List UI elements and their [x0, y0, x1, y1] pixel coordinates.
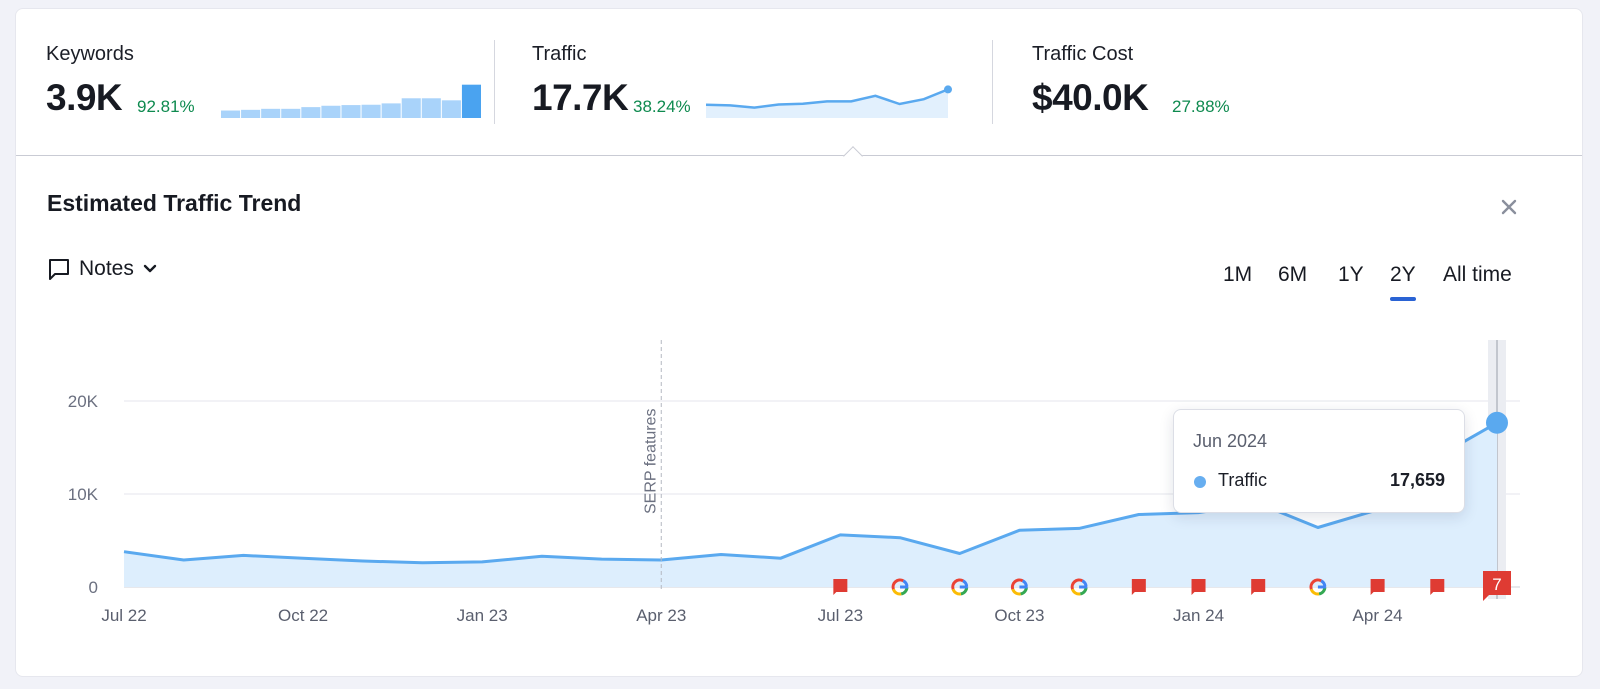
- traffic-cost-label: Traffic Cost: [1032, 43, 1134, 65]
- y-tick-label: 20K: [68, 392, 99, 411]
- keywords-metric[interactable]: Keywords 3.9K 92.81%: [46, 9, 496, 156]
- traffic-sparkline-end-dot: [944, 85, 952, 94]
- traffic-trend-chart: 0 10K 20K SERP features Jul 22 Oct 22 Jan 23 Ap…: [68, 340, 1520, 625]
- keywords-sparkline-bar: [341, 105, 361, 118]
- y-tick-label: 10K: [68, 485, 99, 504]
- note-marker-icon: [1370, 579, 1385, 595]
- keywords-sparkline-bar: [301, 107, 321, 118]
- traffic-delta: 38.24%: [633, 97, 691, 116]
- chart-tooltip: Jun 2024 Traffic 17,659: [1173, 409, 1465, 513]
- google-update-icon: [1010, 578, 1028, 596]
- range-tab-6m[interactable]: 6M: [1278, 263, 1308, 286]
- x-tick-label: Jan 24: [1173, 606, 1224, 625]
- note-marker-icon: [833, 579, 848, 595]
- traffic-metric[interactable]: Traffic 17.7K 38.24%: [532, 9, 992, 156]
- keywords-sparkline-bar: [261, 108, 281, 118]
- range-tab-2y[interactable]: 2Y: [1390, 263, 1416, 301]
- traffic-point-highlighted: [1486, 411, 1508, 434]
- note-marker-icon: [1191, 579, 1206, 595]
- google-update-icon: [1309, 578, 1327, 596]
- notes-label: Notes: [79, 257, 134, 280]
- traffic-sparkline-line: [706, 88, 949, 109]
- metric-divider: [992, 40, 993, 124]
- note-count-label: 7: [1492, 575, 1501, 594]
- google-update-icon: [951, 578, 969, 596]
- annotation-label: SERP features: [642, 408, 659, 514]
- keywords-value: 3.9K: [46, 77, 123, 118]
- traffic-sparkline: [706, 85, 952, 118]
- keywords-sparkline-bar: [381, 103, 401, 118]
- traffic-cost-metric[interactable]: Traffic Cost $40.0K 27.88%: [1032, 9, 1432, 156]
- x-tick-label: Jan 23: [457, 606, 508, 625]
- x-tick-label: Oct 23: [994, 606, 1044, 625]
- note-marker-icon: [1251, 579, 1266, 595]
- note-icon: [49, 259, 69, 280]
- metrics-row: Keywords 3.9K 92.81% Traffic 17.7K 38.24…: [16, 9, 1582, 156]
- x-tick-label: Jul 23: [818, 606, 863, 625]
- date-range-tabs: 1M 6M 1Y 2Y All time: [16, 263, 1582, 303]
- traffic-sparkline-area: [706, 89, 948, 118]
- range-tab-1m[interactable]: 1M: [1223, 263, 1253, 286]
- tooltip-series-label: Traffic: [1218, 470, 1268, 490]
- keywords-sparkline-bar: [461, 84, 481, 118]
- range-tab-1y[interactable]: 1Y: [1338, 263, 1364, 286]
- traffic-area: [124, 422, 1497, 587]
- keywords-sparkline-bar: [241, 109, 261, 118]
- x-tick-label: Apr 24: [1353, 606, 1403, 625]
- keywords-label: Keywords: [46, 43, 134, 65]
- traffic-overview-card: Keywords 3.9K 92.81% Traffic 17.7K 38.24…: [15, 8, 1583, 677]
- tooltip-series-dot: [1194, 476, 1206, 488]
- chevron-down-icon: [143, 264, 157, 273]
- traffic-cost-value: $40.0K: [1032, 77, 1149, 118]
- keywords-sparkline-bar: [441, 100, 461, 118]
- note-marker-icon: [1131, 579, 1146, 595]
- keywords-sparkline-bar: [281, 108, 301, 118]
- x-tick-label: Apr 23: [636, 606, 686, 625]
- metric-divider: [494, 40, 495, 124]
- section-title: Estimated Traffic Trend: [47, 190, 302, 216]
- tooltip-series-value: 17,659: [1389, 470, 1445, 490]
- keywords-sparkline-bar: [361, 104, 381, 118]
- close-button[interactable]: [1496, 194, 1522, 220]
- google-update-icon: [1070, 578, 1088, 596]
- traffic-value: 17.7K: [532, 77, 629, 118]
- x-tick-label: Oct 22: [278, 606, 328, 625]
- notes-dropdown[interactable]: Notes: [47, 254, 158, 284]
- traffic-cost-delta: 27.88%: [1172, 97, 1230, 116]
- keywords-sparkline: [221, 84, 481, 118]
- note-marker-icon: [1430, 579, 1445, 595]
- keywords-delta: 92.81%: [137, 97, 195, 116]
- tooltip-date: Jun 2024: [1193, 431, 1268, 451]
- note-count-badge: 7: [1483, 571, 1511, 601]
- keywords-sparkline-bar: [221, 110, 241, 118]
- x-tick-label: Jul 22: [101, 606, 146, 625]
- range-tab-all-time[interactable]: All time: [1443, 263, 1512, 286]
- keywords-sparkline-bar: [401, 98, 421, 118]
- keywords-sparkline-bar: [321, 105, 341, 118]
- traffic-label: Traffic: [532, 43, 587, 65]
- y-tick-label: 0: [89, 578, 98, 597]
- keywords-sparkline-bar: [421, 98, 441, 118]
- close-icon: [1501, 199, 1517, 215]
- google-update-icon: [891, 578, 909, 596]
